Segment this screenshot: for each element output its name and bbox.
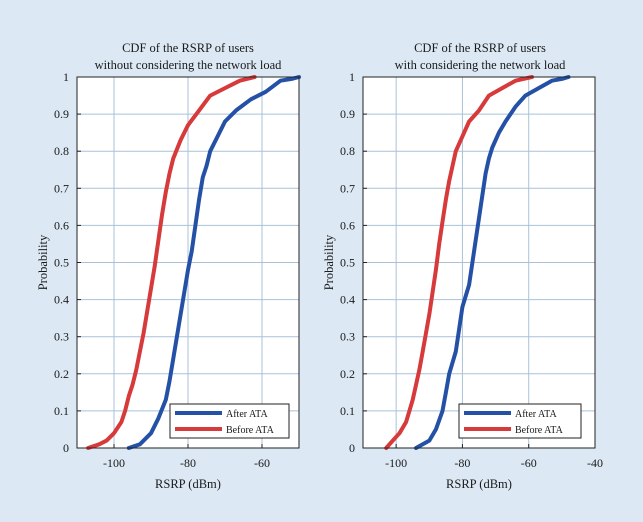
- y-tick-label: 0.3: [54, 330, 69, 344]
- chart-1: -100 -80 -60 0 0.1 0.2 0.3 0.4 0.5 0.6 0.7 0.8 0.9 1 C…: [36, 41, 301, 491]
- y-tick-label: 0.8: [54, 144, 69, 158]
- x-tick-label: -60: [254, 456, 270, 470]
- series-line-before-ata: [384, 75, 534, 450]
- legend-box: [169, 403, 290, 439]
- chart-title-line-2: with considering the network load: [395, 58, 567, 72]
- x-tick-label: -100: [103, 456, 125, 470]
- chart-title-line-2: without considering the network load: [95, 58, 283, 72]
- legend-label-after-ata: After ATA: [515, 409, 557, 420]
- y-tick-label: 0.2: [340, 367, 355, 381]
- y-tick-label: 1: [63, 70, 69, 84]
- y-tick-label: 0.5: [54, 256, 69, 270]
- chart-2: -100 -80 -60 -40 0 0.1 0.2 0.3 0.4 0.5 0.6 0.7 0.8 0.…: [322, 41, 603, 491]
- legend-box: [458, 403, 582, 439]
- y-tick-label: 0.9: [340, 107, 355, 121]
- y-tick-label: 0.3: [340, 330, 355, 344]
- y-tick-label: 0.2: [54, 367, 69, 381]
- y-tick-label: 0.1: [340, 404, 355, 418]
- y-tick-label: 0: [349, 441, 355, 455]
- y-tick-label: 0.6: [54, 218, 69, 232]
- x-axis-label: RSRP (dBm): [155, 477, 221, 491]
- y-tick-label: 1: [349, 70, 355, 84]
- legend: After ATA Before ATA: [458, 403, 582, 439]
- x-tick-label: -100: [385, 456, 407, 470]
- y-tick-label: 0.6: [340, 218, 355, 232]
- y-tick-label: 0.5: [340, 256, 355, 270]
- y-axis-label: Probability: [322, 234, 336, 290]
- legend: After ATA Before ATA: [169, 403, 290, 439]
- series-line-after-ata: [414, 75, 571, 450]
- y-tick-label: 0.1: [54, 404, 69, 418]
- y-tick-label: 0.7: [340, 181, 355, 195]
- chart-title-line-1: CDF of the RSRP of users: [414, 41, 546, 55]
- series-line-before-ata: [86, 75, 257, 450]
- y-axis-label: Probability: [36, 234, 50, 290]
- legend-label-before-ata: Before ATA: [226, 425, 275, 436]
- y-tick-label: 0.4: [54, 293, 69, 307]
- y-tick-label: 0.9: [54, 107, 69, 121]
- legend-label-after-ata: After ATA: [226, 409, 268, 420]
- x-tick-label: -40: [587, 456, 603, 470]
- y-tick-label: 0.7: [54, 181, 69, 195]
- chart-title-line-1: CDF of the RSRP of users: [122, 41, 254, 55]
- y-tick-label: 0.4: [340, 293, 355, 307]
- x-tick-label: -60: [521, 456, 537, 470]
- series-line-after-ata: [126, 75, 301, 450]
- y-tick-label: 0.8: [340, 144, 355, 158]
- legend-label-before-ata: Before ATA: [515, 425, 564, 436]
- x-tick-label: -80: [454, 456, 470, 470]
- x-axis-label: RSRP (dBm): [446, 477, 512, 491]
- y-tick-label: 0: [63, 441, 69, 455]
- x-tick-label: -80: [180, 456, 196, 470]
